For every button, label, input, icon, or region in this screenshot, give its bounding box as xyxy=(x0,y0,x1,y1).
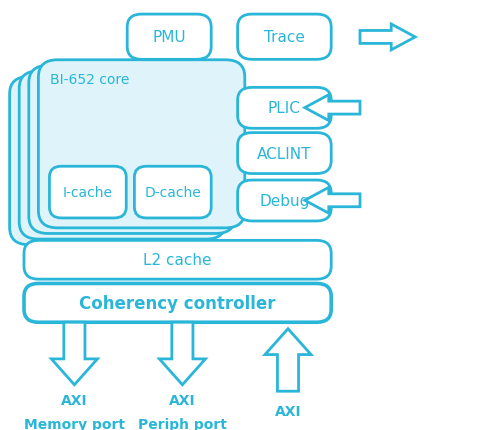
FancyBboxPatch shape xyxy=(134,167,211,218)
FancyBboxPatch shape xyxy=(38,61,245,228)
Text: ACLINT: ACLINT xyxy=(257,146,312,161)
Text: Memory port: Memory port xyxy=(24,417,125,430)
FancyBboxPatch shape xyxy=(238,15,331,60)
FancyBboxPatch shape xyxy=(10,77,216,245)
Text: PMU: PMU xyxy=(152,30,186,45)
Text: Coherency controller: Coherency controller xyxy=(79,294,276,312)
FancyBboxPatch shape xyxy=(19,72,226,240)
FancyBboxPatch shape xyxy=(29,66,235,234)
Text: PLIC: PLIC xyxy=(268,101,301,116)
Text: I-cache: I-cache xyxy=(63,186,113,200)
Text: AXI: AXI xyxy=(275,404,301,418)
Polygon shape xyxy=(265,329,311,391)
FancyBboxPatch shape xyxy=(49,167,126,218)
Text: Front port: Front port xyxy=(248,428,328,430)
Text: Debug: Debug xyxy=(259,194,310,209)
Text: Trace: Trace xyxy=(264,30,305,45)
FancyBboxPatch shape xyxy=(127,15,211,60)
Polygon shape xyxy=(305,188,360,214)
Text: AXI: AXI xyxy=(169,393,196,407)
Text: L2 cache: L2 cache xyxy=(144,253,212,267)
Polygon shape xyxy=(305,95,360,121)
Polygon shape xyxy=(159,322,205,385)
FancyBboxPatch shape xyxy=(24,284,331,322)
Text: BI-652 core: BI-652 core xyxy=(50,73,130,86)
Text: Periph port: Periph port xyxy=(138,417,227,430)
FancyBboxPatch shape xyxy=(238,133,331,174)
FancyBboxPatch shape xyxy=(238,88,331,129)
Polygon shape xyxy=(360,25,415,51)
Text: D-cache: D-cache xyxy=(144,186,201,200)
Polygon shape xyxy=(51,322,97,385)
FancyBboxPatch shape xyxy=(238,181,331,221)
Text: AXI: AXI xyxy=(61,393,88,407)
FancyBboxPatch shape xyxy=(24,241,331,280)
